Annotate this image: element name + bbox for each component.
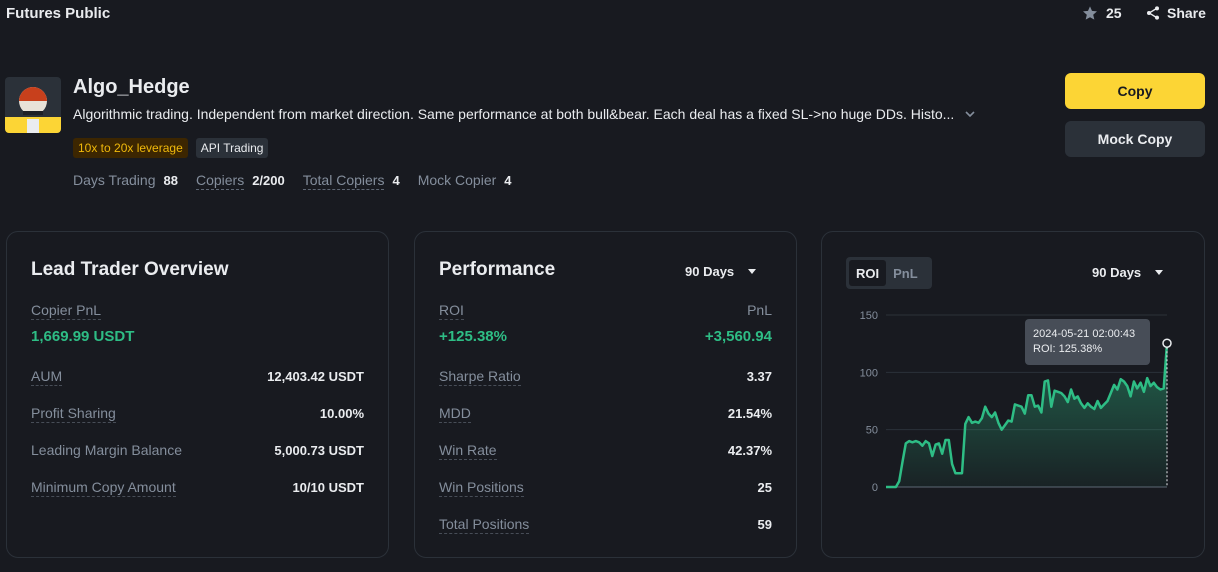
perf-row-win-rate: Win Rate 42.37%: [439, 442, 772, 460]
tag-list: 10x to 20x leverage API Trading: [73, 138, 269, 158]
api-trading-tag: API Trading: [195, 138, 269, 158]
chart-tooltip: 2024-05-21 02:00:43 ROI: 125.38%: [1025, 319, 1150, 365]
row-label: Win Rate: [439, 442, 497, 460]
copier-pnl-value-row: 1,669.99 USDT: [31, 328, 364, 345]
copier-pnl-label: Copier PnL: [31, 302, 102, 320]
roi-label: ROI: [439, 302, 464, 320]
chart-metric-toggle: ROI PnL: [846, 257, 932, 289]
stat-label: Total Copiers: [302, 172, 385, 190]
y-tick-label: 50: [866, 425, 878, 437]
stat-mock-copier: Mock Copier 4: [418, 172, 512, 190]
bio-row: Algorithmic trading. Independent from ma…: [73, 106, 976, 122]
roi-pnl-value-row: +125.38% +3,560.94: [439, 328, 772, 345]
chart-period-select[interactable]: 90 Days: [1092, 265, 1164, 280]
stat-value: 88: [163, 173, 178, 188]
performance-period-select[interactable]: 90 Days: [685, 264, 757, 279]
share-label: Share: [1167, 5, 1206, 21]
row-label: Profit Sharing: [31, 405, 116, 423]
favorite-button[interactable]: 25: [1082, 5, 1122, 21]
row-label: Win Positions: [439, 479, 524, 497]
tab-roi[interactable]: ROI: [849, 260, 887, 286]
row-value: 10/10 USDT: [292, 480, 364, 495]
overview-row-profit-sharing: Profit Sharing 10.00%: [31, 405, 364, 423]
perf-row-mdd: MDD 21.54%: [439, 405, 772, 423]
perf-row-sharpe: Sharpe Ratio 3.37: [439, 368, 772, 386]
row-label: Sharpe Ratio: [439, 368, 521, 386]
overview-row-aum: AUM 12,403.42 USDT: [31, 368, 364, 386]
perf-row-total-positions: Total Positions 59: [439, 516, 772, 534]
copier-pnl-label-row: Copier PnL: [31, 302, 364, 320]
tooltip-value: ROI: 125.38%: [1033, 343, 1103, 355]
perf-row-win-positions: Win Positions 25: [439, 479, 772, 497]
row-label: AUM: [31, 368, 63, 386]
card-title: Lead Trader Overview: [31, 259, 229, 280]
page-title: Futures Public: [6, 5, 111, 22]
row-value: 25: [757, 480, 772, 495]
row-value: 5,000.73 USDT: [274, 443, 364, 458]
copy-button[interactable]: Copy: [1065, 73, 1205, 109]
roi-chart[interactable]: 0 50 100 150: [822, 232, 1204, 557]
caret-down-icon: [1155, 270, 1164, 275]
trader-stats: Days Trading 88 Copiers 2/200 Total Copi…: [73, 172, 512, 190]
hover-point: [1162, 338, 1172, 348]
row-value: 21.54%: [727, 406, 772, 421]
avatar: [5, 77, 61, 133]
overview-row-min-copy: Minimum Copy Amount 10/10 USDT: [31, 479, 364, 497]
row-value: 12,403.42 USDT: [267, 369, 364, 384]
row-value: 3.37: [746, 369, 772, 384]
tooltip-date: 2024-05-21 02:00:43: [1033, 328, 1136, 340]
favorite-count: 25: [1106, 5, 1122, 21]
card-title: Performance: [439, 259, 556, 280]
tab-pnl[interactable]: PnL: [893, 265, 918, 281]
row-label: Total Positions: [439, 516, 530, 534]
roi-area: [886, 343, 1167, 487]
row-value: 42.37%: [727, 443, 772, 458]
caret-down-icon: [748, 269, 757, 274]
copier-pnl-value: 1,669.99 USDT: [31, 328, 135, 345]
trader-bio: Algorithmic trading. Independent from ma…: [73, 106, 955, 122]
pnl-label: PnL: [747, 302, 772, 318]
stat-label: Copiers: [195, 172, 245, 190]
stat-label: Mock Copier: [417, 172, 497, 188]
period-label: 90 Days: [685, 264, 735, 279]
row-label: Minimum Copy Amount: [31, 479, 176, 497]
stat-value: 4: [504, 173, 512, 188]
row-value: 10.00%: [319, 406, 364, 421]
roi-value: +125.38%: [439, 328, 507, 345]
y-tick-label: 150: [860, 310, 878, 322]
pnl-value: +3,560.94: [704, 328, 772, 345]
stat-label: Days Trading: [73, 172, 156, 188]
stat-copiers: Copiers 2/200: [195, 172, 285, 190]
trader-name: Algo_Hedge: [73, 76, 190, 98]
mock-copy-button[interactable]: Mock Copy: [1065, 121, 1205, 157]
row-label: Leading Margin Balance: [31, 442, 182, 458]
period-label: 90 Days: [1092, 265, 1142, 280]
star-icon: [1083, 6, 1097, 20]
chevron-down-icon[interactable]: [964, 108, 976, 120]
stat-days-trading: Days Trading 88: [73, 172, 178, 190]
lead-trader-overview-card: Lead Trader Overview Copier PnL 1,669.99…: [6, 231, 389, 558]
stat-value: 2/200: [252, 173, 285, 188]
overview-row-margin-balance: Leading Margin Balance 5,000.73 USDT: [31, 442, 364, 459]
row-label: MDD: [439, 405, 471, 423]
row-value: 59: [757, 517, 772, 532]
top-bar: Futures Public 25 Share: [0, 0, 1218, 28]
stat-total-copiers: Total Copiers 4: [302, 172, 400, 190]
share-icon: [1147, 6, 1159, 20]
roi-line: [886, 343, 1169, 489]
leverage-tag: 10x to 20x leverage: [73, 138, 188, 158]
share-button[interactable]: Share: [1145, 5, 1206, 21]
y-tick-label: 100: [860, 367, 878, 379]
stat-value: 4: [392, 173, 400, 188]
roi-pnl-label-row: ROI PnL: [439, 302, 772, 320]
roi-chart-card: ROI PnL 90 Days 0 50 100 150 2024-05-21 02:…: [821, 231, 1205, 558]
y-tick-label: 0: [872, 482, 878, 494]
performance-card: Performance 90 Days ROI PnL +125.38% +3,…: [414, 231, 797, 558]
